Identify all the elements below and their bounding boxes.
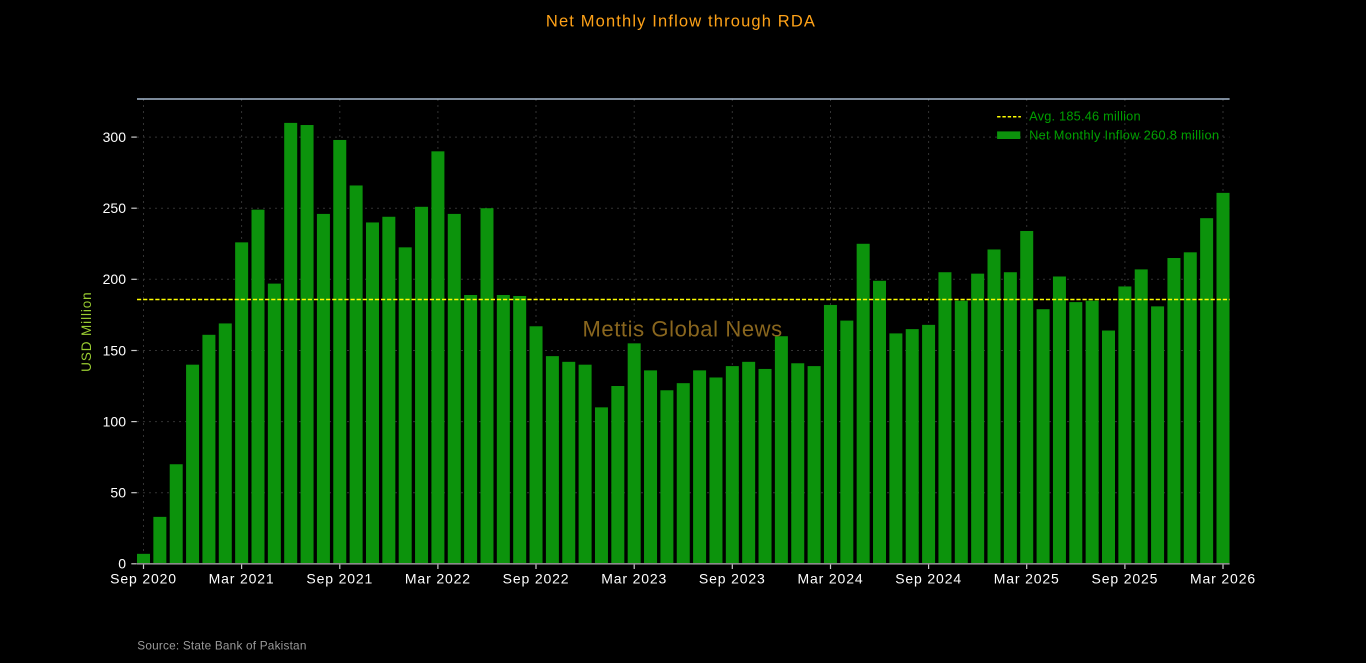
svg-text:150: 150 bbox=[103, 342, 127, 358]
svg-text:Mar 2026: Mar 2026 bbox=[1190, 571, 1256, 587]
svg-text:Mar 2021: Mar 2021 bbox=[209, 571, 275, 587]
svg-text:50: 50 bbox=[110, 485, 126, 501]
svg-text:Source: State Bank of Pakistan: Source: State Bank of Pakistan bbox=[137, 639, 306, 653]
svg-text:Sep 2021: Sep 2021 bbox=[306, 571, 373, 587]
svg-text:Mar 2025: Mar 2025 bbox=[994, 571, 1060, 587]
svg-text:Mettis Global News: Mettis Global News bbox=[582, 317, 782, 342]
svg-text:Sep 2024: Sep 2024 bbox=[895, 571, 962, 587]
svg-text:Mar 2023: Mar 2023 bbox=[601, 571, 667, 587]
svg-text:Net Monthly Inflow through RDA: Net Monthly Inflow through RDA bbox=[546, 13, 816, 31]
svg-text:USD Million: USD Million bbox=[79, 291, 94, 371]
svg-text:Mar 2024: Mar 2024 bbox=[798, 571, 864, 587]
svg-text:0: 0 bbox=[118, 556, 126, 572]
svg-text:Avg. 185.46 million: Avg. 185.46 million bbox=[1029, 109, 1141, 124]
svg-text:Net Monthly Inflow 260.8 milli: Net Monthly Inflow 260.8 million bbox=[1029, 128, 1219, 143]
svg-text:Sep 2023: Sep 2023 bbox=[699, 571, 766, 587]
svg-text:Sep 2020: Sep 2020 bbox=[110, 571, 177, 587]
svg-text:100: 100 bbox=[103, 413, 127, 429]
svg-text:300: 300 bbox=[103, 129, 127, 145]
svg-text:Mar 2022: Mar 2022 bbox=[405, 571, 471, 587]
svg-text:200: 200 bbox=[103, 271, 127, 287]
svg-text:Sep 2022: Sep 2022 bbox=[503, 571, 570, 587]
svg-text:250: 250 bbox=[103, 200, 127, 216]
svg-text:Sep 2025: Sep 2025 bbox=[1092, 571, 1159, 587]
